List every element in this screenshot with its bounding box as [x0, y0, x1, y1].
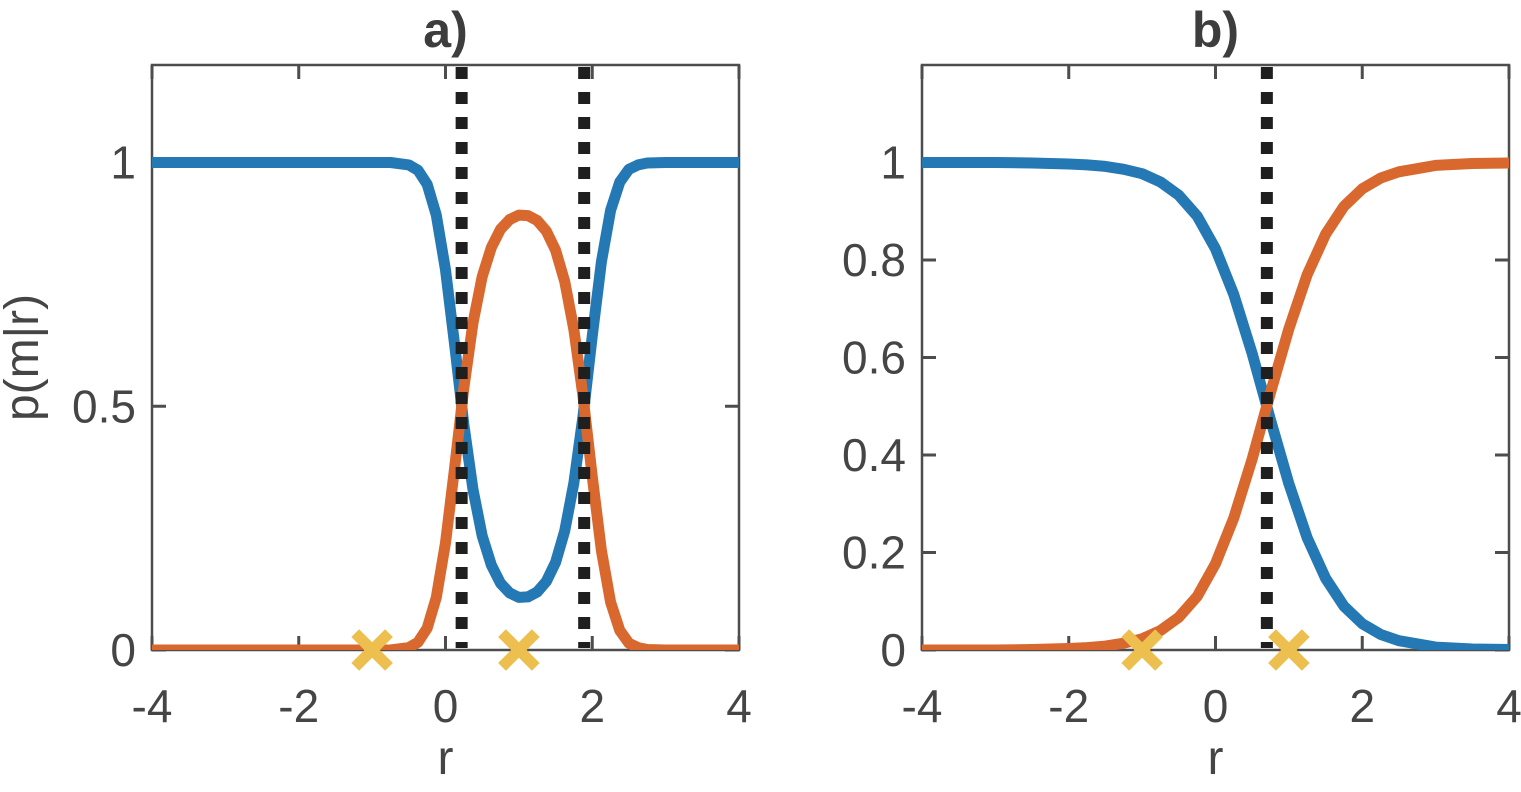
x-tick-label: -2	[278, 680, 319, 732]
marker-stroke	[1121, 629, 1163, 671]
panel-b: -4 -2 0 2 4 0 0.2 0.4 0.6 0.8 1 b) r	[842, 2, 1521, 785]
y-tick-label: 0.8	[842, 234, 906, 286]
marker-stroke	[351, 629, 393, 671]
y-tick-label: 0.6	[842, 332, 906, 384]
y-tick-label: 0.2	[842, 527, 906, 579]
y-tick-label: 1	[110, 137, 136, 189]
axes-a: -4 -2 0 2 4 0 0.5 1	[72, 63, 752, 732]
y-tick-label: 1	[880, 137, 906, 189]
panel-a-ylabel: p(m|r)	[0, 294, 49, 421]
marker-stroke	[1268, 629, 1310, 671]
marker-stroke	[498, 629, 540, 671]
measurement-marker	[498, 629, 540, 671]
panel-b-title: b)	[1192, 2, 1239, 58]
measurement-marker	[1268, 629, 1310, 671]
curve-orange	[922, 157, 1509, 650]
measurement-marker	[351, 629, 393, 671]
y-tick-label: 0	[880, 624, 906, 676]
x-tick-label: -4	[132, 680, 173, 732]
curve-blue	[152, 157, 739, 603]
panel-a-xlabel: r	[438, 732, 454, 785]
curve-orange	[152, 209, 739, 650]
x-tick-label: 0	[1203, 680, 1229, 732]
plot-area	[152, 67, 739, 650]
x-tick-label: -2	[1048, 680, 1089, 732]
x-tick-label: 4	[726, 680, 752, 732]
plot-area	[922, 67, 1509, 650]
panel-a: -4 -2 0 2 4 0 0.5 1 a) r p(m|r)	[0, 2, 752, 785]
x-tick-label: 4	[1496, 680, 1521, 732]
x-tick-label: 2	[1349, 680, 1375, 732]
panel-a-title: a)	[423, 2, 467, 58]
y-tick-label: 0	[110, 624, 136, 676]
y-tick-label: 0.5	[72, 380, 136, 432]
axes-b: -4 -2 0 2 4 0 0.2 0.4 0.6 0.8 1	[842, 63, 1521, 732]
panel-b-xlabel: r	[1208, 732, 1224, 785]
x-tick-label: -4	[902, 680, 943, 732]
curve-blue	[922, 157, 1509, 650]
y-tick-label: 0.4	[842, 429, 906, 481]
x-tick-label: 0	[433, 680, 459, 732]
x-tick-label: 2	[579, 680, 605, 732]
measurement-marker	[1121, 629, 1163, 671]
